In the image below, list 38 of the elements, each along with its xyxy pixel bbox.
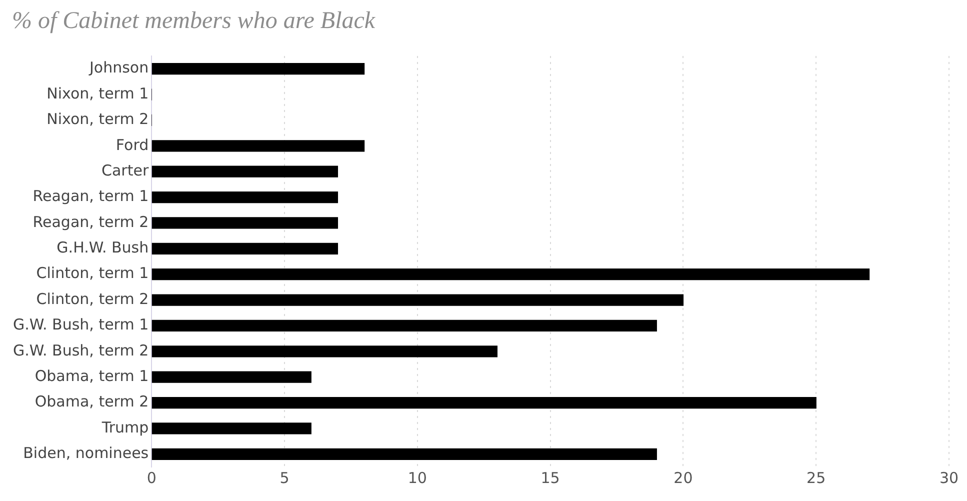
y-tick-label: Ford (116, 136, 149, 154)
bar (152, 294, 684, 306)
y-tick-label: G.W. Bush, term 1 (12, 316, 149, 334)
x-tick-label: 5 (280, 468, 290, 487)
y-tick-label: Reagan, term 2 (32, 212, 149, 231)
y-tick-label: Obama, term 1 (34, 366, 149, 385)
x-tick-label: 0 (146, 468, 156, 487)
bar (152, 396, 816, 409)
y-tick-label: Nixon, term 1 (46, 84, 149, 102)
y-tick-label: Reagan, term 1 (32, 187, 149, 206)
y-tick-label: G.W. Bush, term 2 (12, 341, 149, 360)
x-tick-label: 25 (806, 468, 826, 487)
bar (152, 422, 312, 434)
bar (152, 242, 338, 254)
bar (152, 268, 870, 280)
bar (152, 217, 338, 229)
y-tick-label: Obama, term 2 (34, 392, 149, 411)
bar (152, 346, 498, 358)
bar (152, 320, 657, 332)
y-tick-label: Clinton, term 1 (36, 264, 149, 282)
x-tick-label: 10 (408, 468, 427, 487)
chart-title: % of Cabinet members who are Black (12, 8, 376, 36)
bar (152, 191, 338, 204)
bar (152, 166, 338, 178)
y-tick-label: Nixon, term 2 (46, 110, 149, 128)
bar (152, 140, 365, 152)
x-tick-label: 15 (540, 468, 560, 487)
y-tick-label: G.H.W. Bush (56, 238, 149, 257)
y-tick-label: Trump (100, 418, 149, 436)
bar (152, 448, 657, 460)
y-tick-label: Clinton, term 2 (36, 290, 149, 308)
y-tick-label: Johnson (88, 58, 149, 77)
bar (152, 63, 365, 75)
bar (152, 371, 312, 383)
y-tick-label: Biden, nominees (23, 444, 149, 462)
x-tick-label: 30 (939, 468, 959, 487)
x-tick-label: 20 (674, 468, 693, 487)
y-tick-label: Carter (102, 161, 150, 180)
